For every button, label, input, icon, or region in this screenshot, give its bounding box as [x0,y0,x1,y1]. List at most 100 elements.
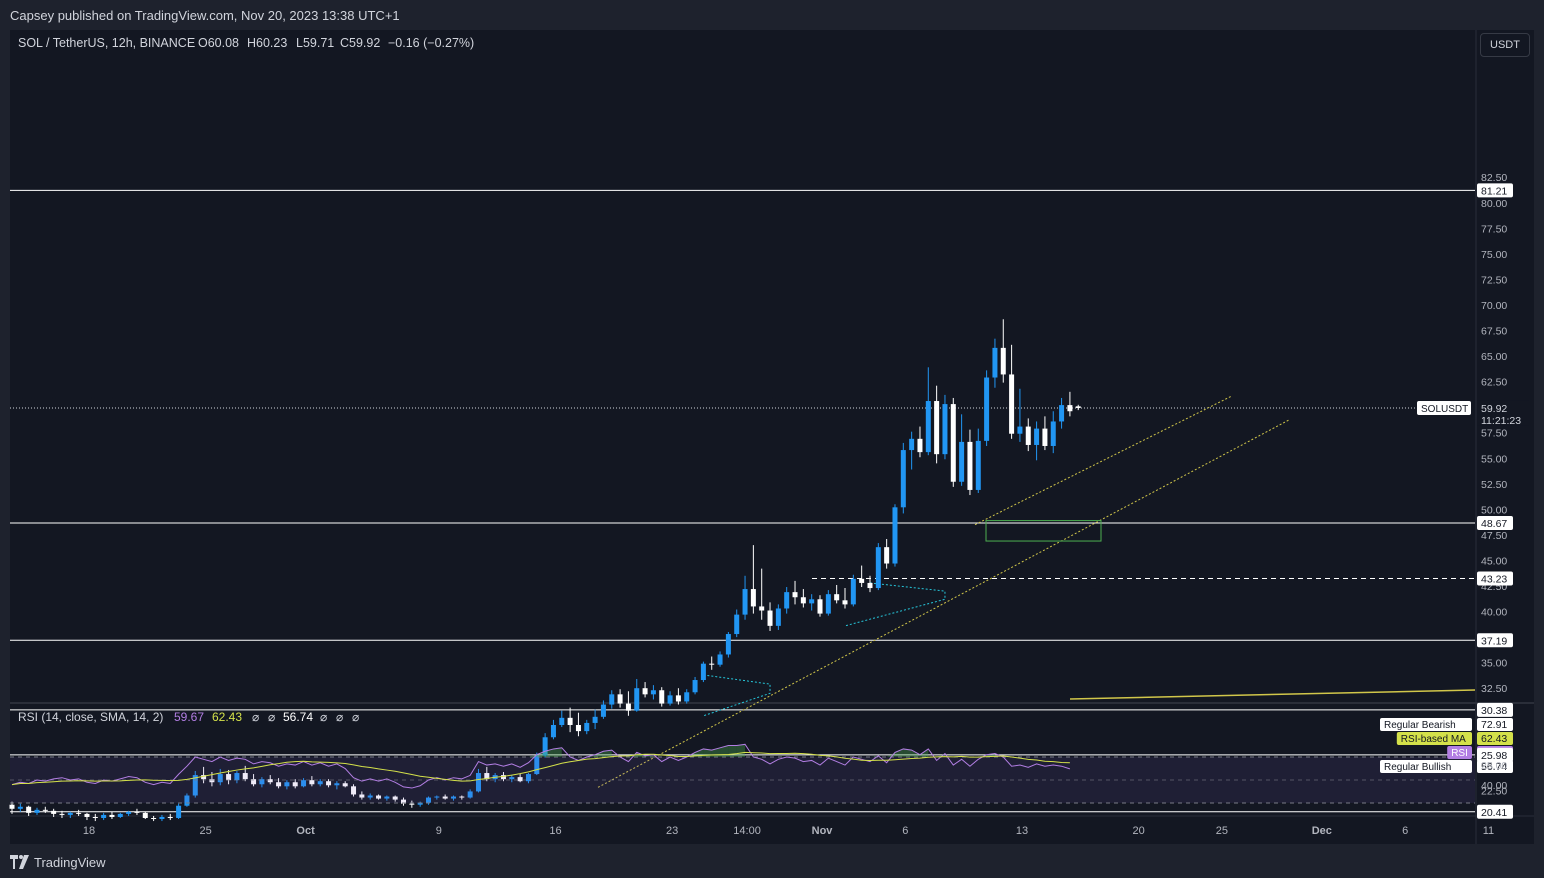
legend-close: C59.92 [340,36,380,50]
candle-body [650,690,656,695]
candle-body [409,803,415,805]
candle-body [450,796,456,799]
rsi-tag [1396,732,1472,745]
candle-body [517,777,523,782]
candle-body [17,806,23,809]
x-tick-label: 9 [436,825,442,837]
price-axis: 82.50 80.00 77.50 75.00 72.50 70.00 67.50 65.00… [1417,172,1529,819]
candle-body [875,547,881,589]
candle-body [809,599,815,604]
countdown-label: 11:21:23 [1481,415,1521,427]
level-tag-label: 81.21 [1481,185,1507,197]
candle-body [609,694,615,705]
y-tick-label: 35.00 [1481,658,1507,670]
x-tick-label: 13 [1016,825,1028,837]
candle-body [534,755,540,775]
candle-body [309,780,315,785]
currency-button[interactable]: USDT [1480,33,1530,57]
rsi-overbought-fill [894,748,904,757]
rsi-tag [1380,760,1472,773]
x-tick-label: Oct [296,825,315,837]
y-tick-label: 82.50 [1481,172,1507,184]
rsi-overbought-fill [886,752,895,757]
candle-body [101,814,107,818]
candle-body [342,783,348,787]
candle-body [259,779,265,785]
candle-body [675,695,681,702]
candle-body [542,737,548,756]
level-tag-label: 20.41 [1481,807,1507,819]
candle-body [426,797,431,803]
candle-body [842,600,848,605]
legend-symbol: SOL / TetherUS, 12h, BINANCE [18,36,195,50]
candle-body [1042,428,1048,446]
rsi-overbought-fill [553,747,562,757]
candle-body [475,773,481,792]
candle-body [67,812,73,815]
candle-body [1059,405,1065,422]
x-tick-label: 25 [1216,825,1228,837]
x-tick-label: 25 [199,825,211,837]
candle-body [817,599,823,614]
candle-body [992,347,998,378]
level-tag [1477,515,1513,530]
demand-zone-box [985,520,1102,542]
candle-body [750,589,756,607]
candle-body [167,816,173,818]
candle-body [525,774,531,782]
candle-body [151,817,157,820]
candle-body [725,634,731,655]
candle-body [292,782,298,787]
candle-body [667,695,673,704]
flag-pattern [844,582,946,627]
candle-body [401,799,407,804]
publish-info: Capsey published on TradingView.com, Nov… [10,8,400,23]
x-tick-label: 16 [549,825,561,837]
candle-body [500,775,506,780]
x-tick-label: Nov [812,825,834,837]
flag-pattern [703,674,771,717]
y-tick-label: 62.50 [1481,377,1507,389]
level-tag-label: 37.19 [1481,635,1507,647]
candle-body [1050,421,1056,446]
candle-body [734,614,740,635]
rsi-overbought-fill [911,750,920,757]
rsi-band [10,757,1475,803]
lower-trendline [597,418,1291,788]
rsi-overbought-fill [936,753,945,757]
candle-body [1034,428,1040,445]
candle-body [509,777,515,780]
rsi-legend-na4: ⌀ [336,710,343,724]
candle-body [351,786,357,795]
time-axis: 18 25 Oct 9 16 23 14:00 Nov 6 13 20 25 Dec 6 11 [83,825,1494,837]
candle-body [434,796,440,798]
candle-body [959,441,965,482]
rsi-line [11,743,1071,789]
candle-body [326,781,332,786]
rsi-tag [1380,718,1472,731]
y-tick-label: 77.50 [1481,223,1507,235]
level-tag-label: 25.98 [1481,750,1507,762]
candle-body [659,690,665,704]
candle-body [942,404,948,455]
y-tick-label: 22.50 [1481,785,1507,797]
rsi-value-tag [1477,760,1513,773]
y-tick-label: 65.00 [1481,351,1507,363]
rsi-legend-na3: ⌀ [320,710,327,724]
rsi-legend-val: 56.74 [283,710,313,724]
candle-body [242,773,248,780]
candle-body [384,796,390,799]
candle-body [692,680,698,693]
rsi-value-label: 72.91 [1481,719,1507,731]
rsi-tag-text: Regular Bearish [1384,720,1456,731]
candle-body [159,816,165,820]
y-tick-label: 55.00 [1481,453,1507,465]
candle-body [1000,347,1006,375]
rsi-tag-text: Regular Bullish [1384,762,1451,773]
chart-frame[interactable] [10,30,1534,844]
candle-body [950,404,956,482]
candle-body [142,812,148,818]
legend-change: −0.16 (−0.27%) [388,36,474,50]
candle-body [234,773,240,781]
